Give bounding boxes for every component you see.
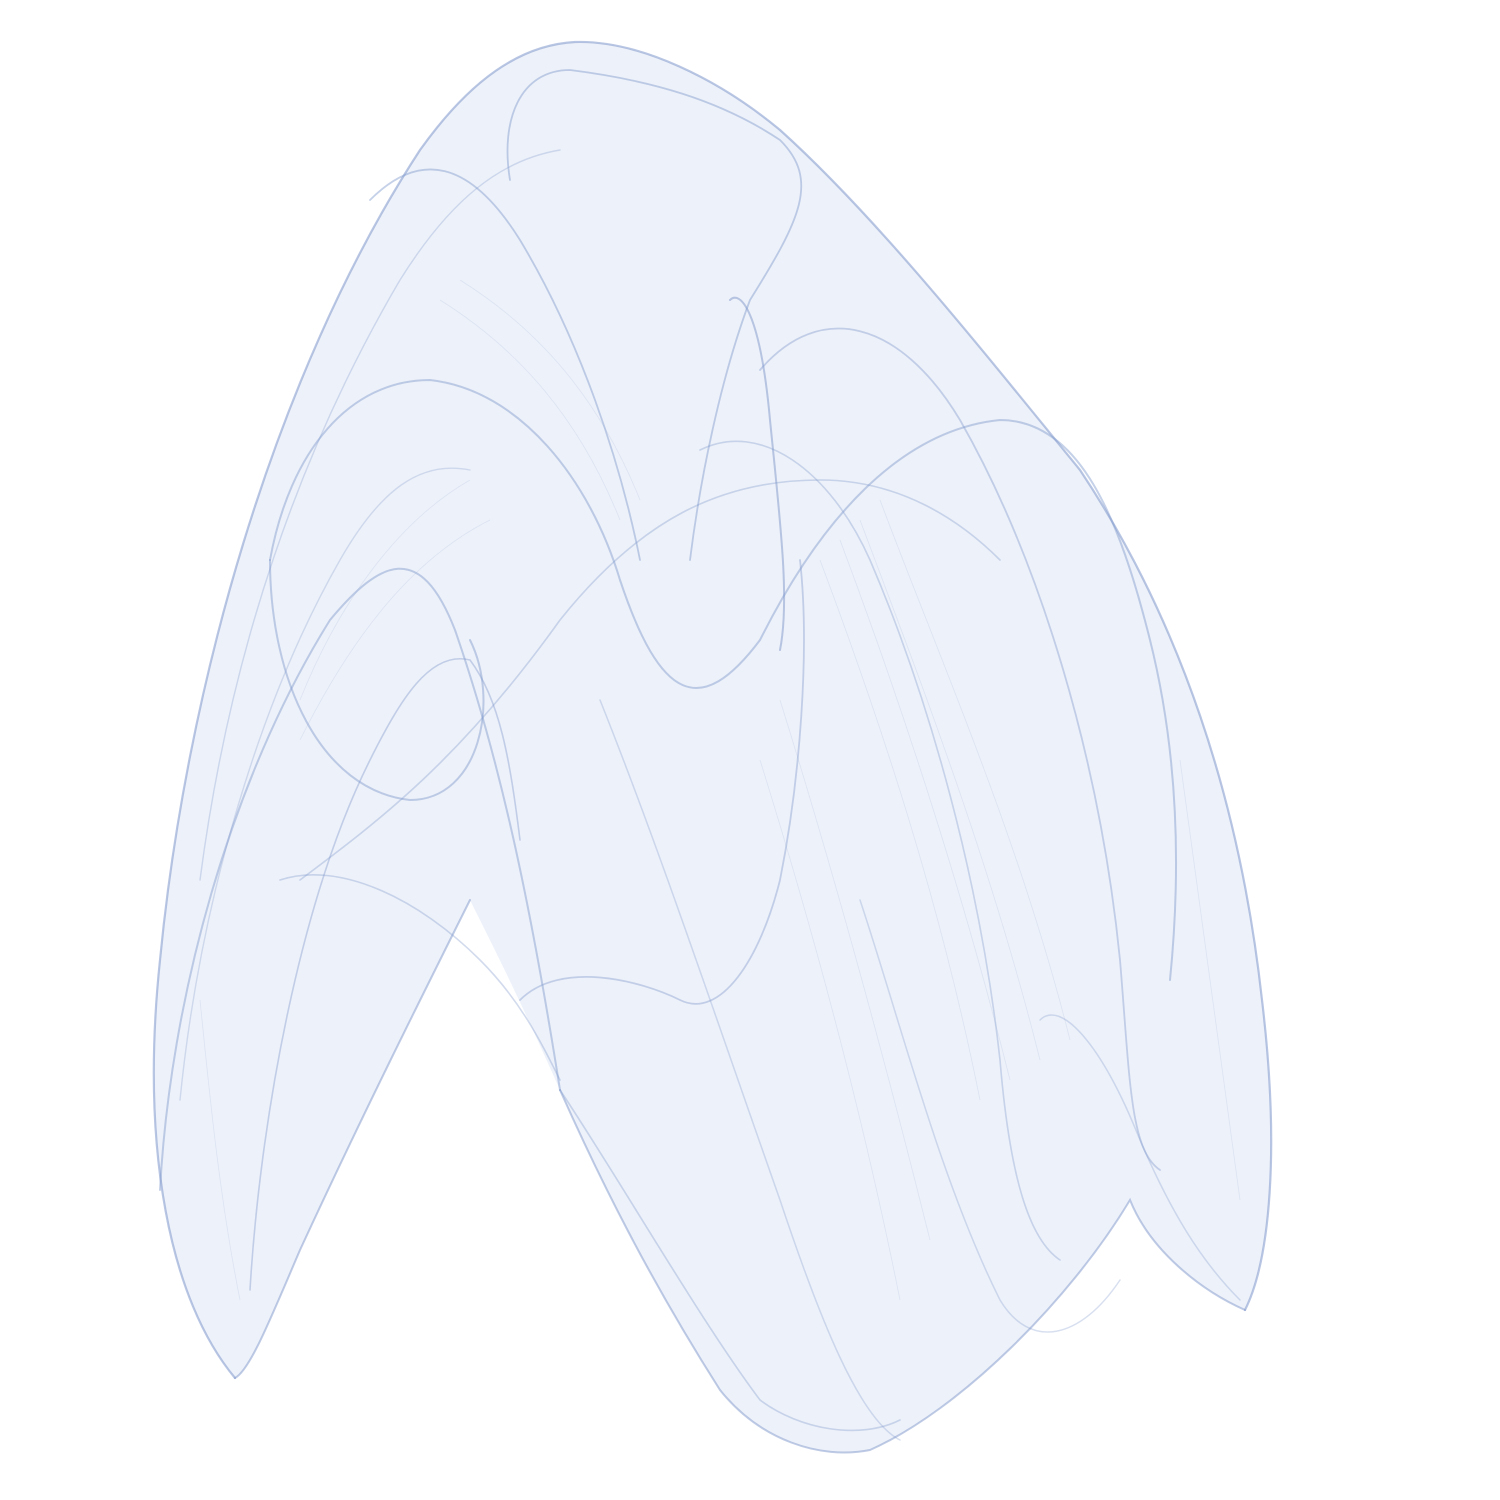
right-arch-1 xyxy=(759,327,1161,1171)
lower-sweep-1 xyxy=(559,1089,901,1432)
strand-texture xyxy=(199,279,1241,1301)
left-inner-lines xyxy=(199,149,561,881)
center-s-curve xyxy=(269,378,1177,981)
strand xyxy=(299,519,491,741)
right-lobe xyxy=(559,1089,1246,1454)
lower-sweep-2 xyxy=(599,699,901,1441)
strand xyxy=(819,559,981,1101)
strand xyxy=(839,539,1011,1081)
upper-fold xyxy=(369,168,641,561)
strand xyxy=(879,499,1071,1041)
diagonal-band xyxy=(299,479,1001,881)
attractor-strokes xyxy=(152,40,1273,1454)
waist-curve xyxy=(279,874,561,1081)
strand xyxy=(759,759,901,1301)
attractor-body xyxy=(153,41,1272,1453)
center-sweep xyxy=(519,559,805,1005)
outer-fill xyxy=(153,41,1272,1453)
strand xyxy=(199,999,241,1301)
spike-fold xyxy=(729,296,786,651)
strand xyxy=(459,279,641,501)
loop-circle xyxy=(269,559,485,802)
inner-arch-left xyxy=(159,567,561,1191)
lower-sweep-3 xyxy=(859,899,1121,1333)
outer-contour xyxy=(152,40,1273,1380)
right-inner-arch xyxy=(1039,1014,1241,1301)
strand xyxy=(299,479,471,701)
strand xyxy=(779,699,931,1241)
top-loop xyxy=(506,69,803,561)
left-lobe xyxy=(234,899,471,1379)
strand xyxy=(439,299,621,521)
inner-arch-small xyxy=(249,657,521,1291)
right-arch-2 xyxy=(699,440,1061,1261)
strand xyxy=(859,519,1041,1061)
left-inner-lines-2 xyxy=(179,467,471,1101)
